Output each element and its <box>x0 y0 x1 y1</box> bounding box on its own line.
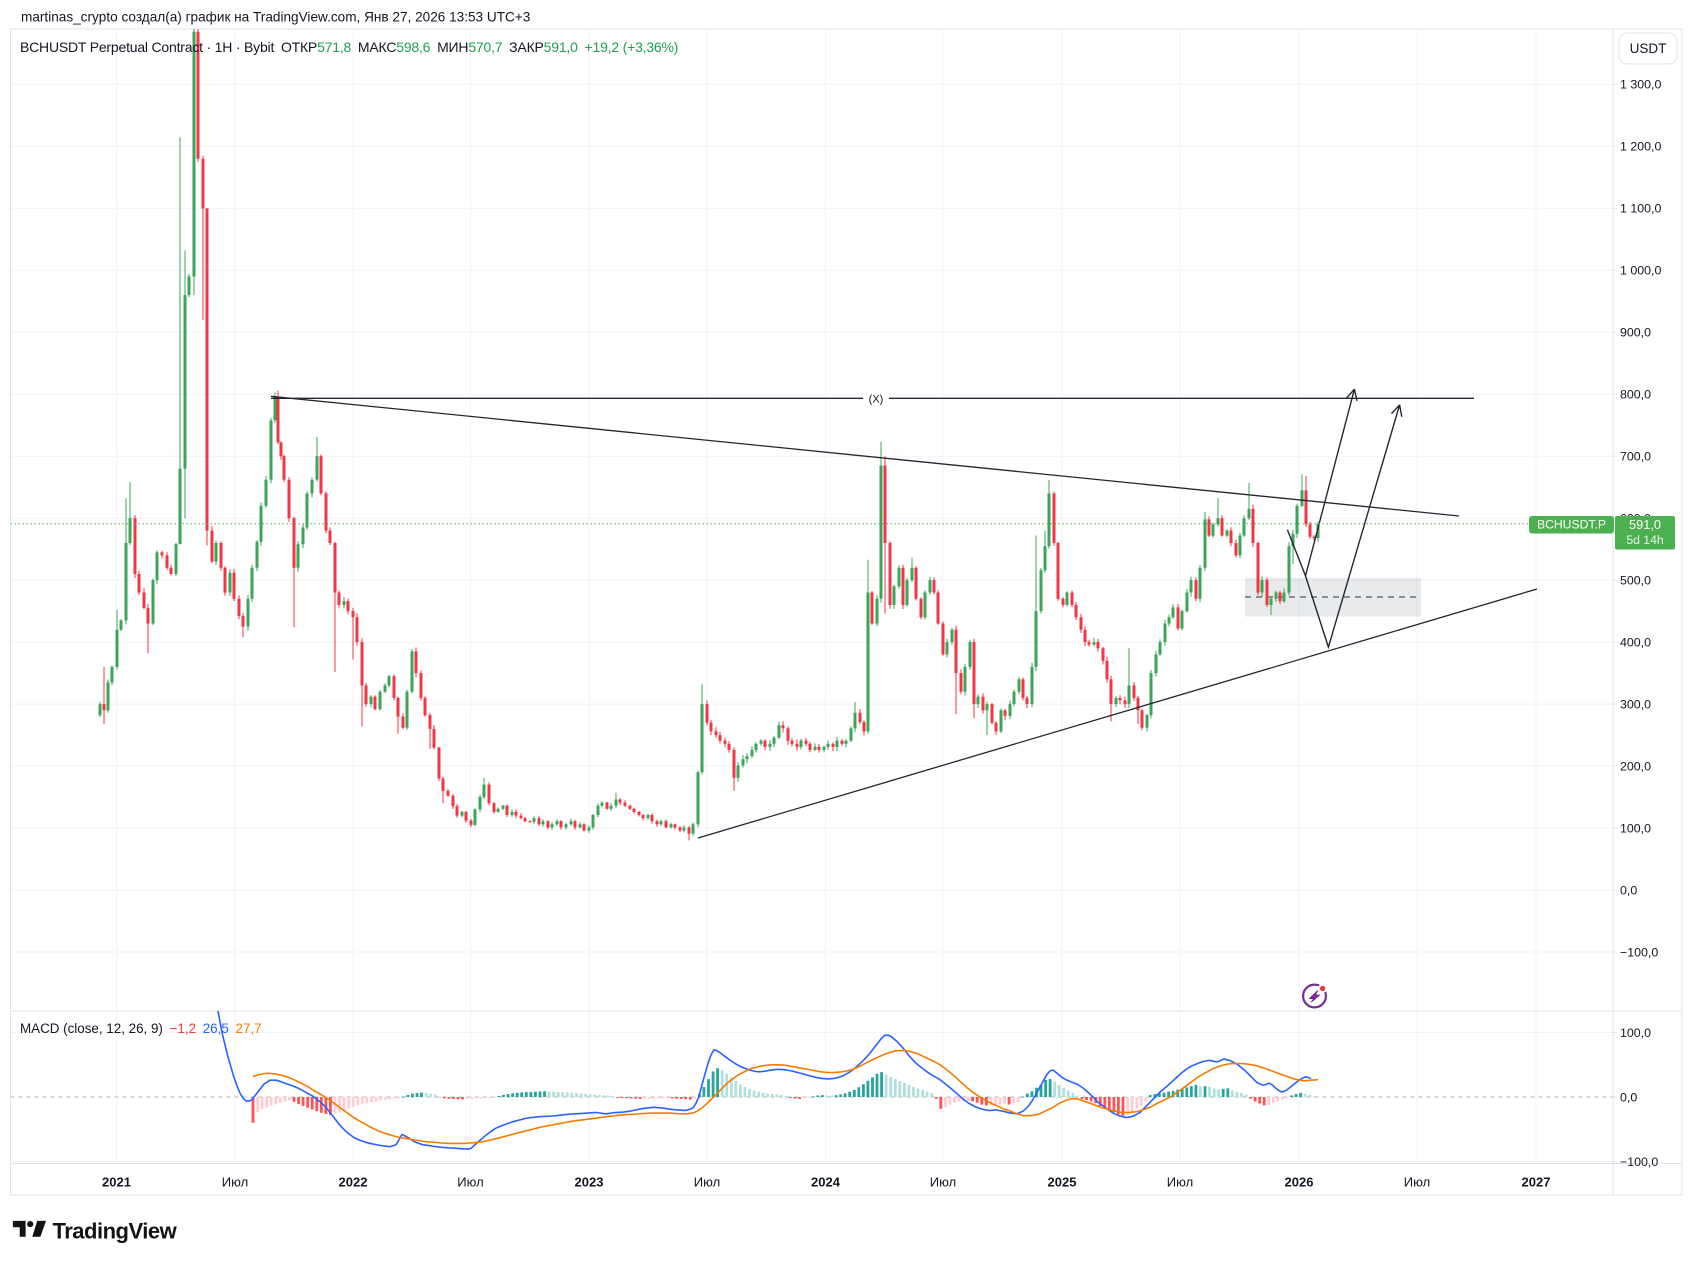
svg-text:2025: 2025 <box>1048 1175 1077 1190</box>
svg-text:400,0: 400,0 <box>1620 635 1651 649</box>
svg-text:800,0: 800,0 <box>1620 388 1651 402</box>
svg-text:Июл: Июл <box>930 1175 956 1190</box>
svg-text:700,0: 700,0 <box>1620 450 1651 464</box>
svg-text:1 200,0: 1 200,0 <box>1620 140 1661 154</box>
svg-text:5d 14h: 5d 14h <box>1626 533 1663 547</box>
svg-text:Июл: Июл <box>694 1175 720 1190</box>
svg-text:2026: 2026 <box>1285 1175 1314 1190</box>
svg-text:300,0: 300,0 <box>1620 697 1651 711</box>
svg-text:900,0: 900,0 <box>1620 326 1651 340</box>
svg-text:(X): (X) <box>869 394 884 406</box>
svg-text:1 100,0: 1 100,0 <box>1620 202 1661 216</box>
svg-text:TradingView: TradingView <box>53 1219 178 1244</box>
svg-text:Июл: Июл <box>1167 1175 1193 1190</box>
svg-text:2021: 2021 <box>102 1175 131 1190</box>
svg-text:2022: 2022 <box>339 1175 368 1190</box>
svg-text:Июл: Июл <box>457 1175 483 1190</box>
svg-text:1 000,0: 1 000,0 <box>1620 264 1661 278</box>
svg-text:1 300,0: 1 300,0 <box>1620 78 1661 92</box>
svg-text:USDT: USDT <box>1630 41 1667 56</box>
svg-text:Июл: Июл <box>222 1175 248 1190</box>
svg-text:200,0: 200,0 <box>1620 759 1651 773</box>
svg-text:100,0: 100,0 <box>1620 1026 1651 1040</box>
svg-text:591,0: 591,0 <box>1629 517 1661 532</box>
svg-text:0,0: 0,0 <box>1620 1090 1637 1104</box>
svg-text:MACD (close, 12, 26, 9) −1,2 2: MACD (close, 12, 26, 9) −1,2 26,5 27,7 <box>20 1021 262 1036</box>
svg-text:BCHUSDT.P: BCHUSDT.P <box>1537 518 1606 532</box>
svg-text:−100,0: −100,0 <box>1620 1155 1658 1169</box>
svg-text:BCHUSDT Perpetual Contract · 1: BCHUSDT Perpetual Contract · 1H · Bybit … <box>20 39 678 55</box>
svg-text:martinas_crypto создал(а) граф: martinas_crypto создал(а) график на Trad… <box>21 10 530 25</box>
svg-text:2024: 2024 <box>811 1175 841 1190</box>
svg-text:500,0: 500,0 <box>1620 573 1651 587</box>
svg-text:Июл: Июл <box>1404 1175 1430 1190</box>
svg-text:0,0: 0,0 <box>1620 883 1637 897</box>
svg-text:2023: 2023 <box>575 1175 604 1190</box>
svg-text:−100,0: −100,0 <box>1620 945 1658 959</box>
svg-text:100,0: 100,0 <box>1620 821 1651 835</box>
svg-text:2027: 2027 <box>1522 1175 1551 1190</box>
